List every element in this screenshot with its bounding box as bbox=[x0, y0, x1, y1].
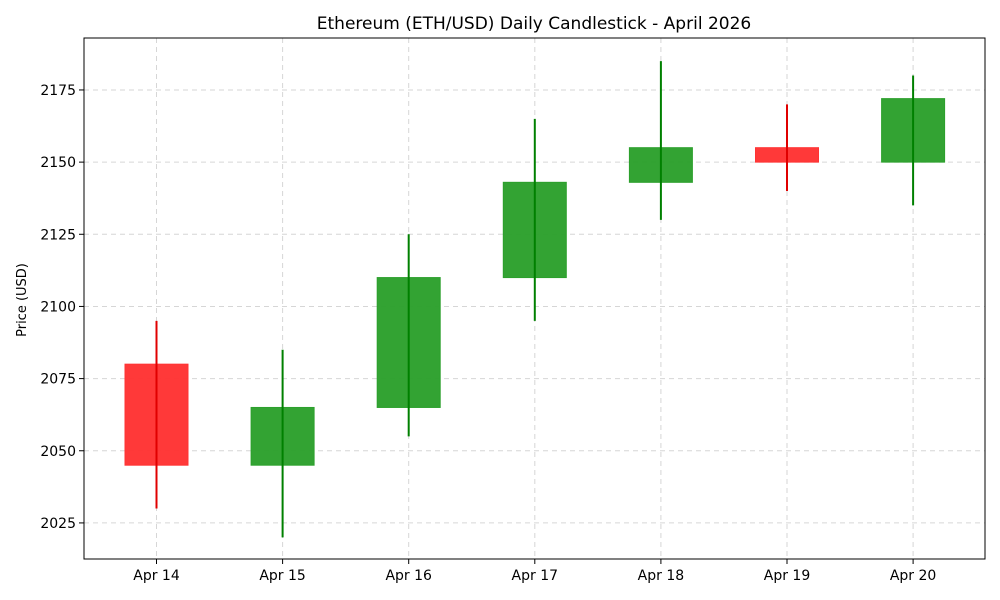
x-tick-label: Apr 17 bbox=[512, 568, 558, 584]
x-axis-ticks: Apr 14 Apr 15 Apr 16 Apr 17 Apr 18 Apr 19 Apr … bbox=[133, 559, 936, 584]
x-tick-label: Apr 14 bbox=[133, 568, 180, 584]
candle bbox=[250, 349, 315, 538]
y-axis-label: Price (USD) bbox=[15, 263, 30, 337]
y-tick-label: 2025 bbox=[40, 516, 76, 532]
y-tick-label: 2150 bbox=[40, 155, 76, 171]
y-tick-label: 2175 bbox=[40, 83, 76, 99]
candle bbox=[755, 104, 819, 191]
candles bbox=[124, 61, 946, 538]
x-tick-label: Apr 19 bbox=[764, 568, 810, 584]
x-tick-label: Apr 18 bbox=[638, 568, 684, 584]
y-axis-ticks: 2025 2050 2075 2100 2125 2150 2175 bbox=[40, 83, 84, 532]
y-tick-label: 2050 bbox=[40, 444, 76, 460]
y-tick-label: 2125 bbox=[40, 227, 76, 243]
candle bbox=[376, 234, 441, 437]
candle bbox=[124, 320, 189, 509]
candle bbox=[881, 75, 946, 206]
candle bbox=[628, 61, 693, 220]
candle bbox=[502, 118, 567, 321]
x-tick-label: Apr 20 bbox=[890, 568, 936, 584]
x-tick-label: Apr 15 bbox=[259, 568, 305, 584]
chart-title: Ethereum (ETH/USD) Daily Candlestick - A… bbox=[317, 14, 751, 34]
x-tick-label: Apr 16 bbox=[385, 568, 432, 584]
y-tick-label: 2075 bbox=[40, 372, 76, 388]
y-tick-label: 2100 bbox=[40, 299, 76, 315]
